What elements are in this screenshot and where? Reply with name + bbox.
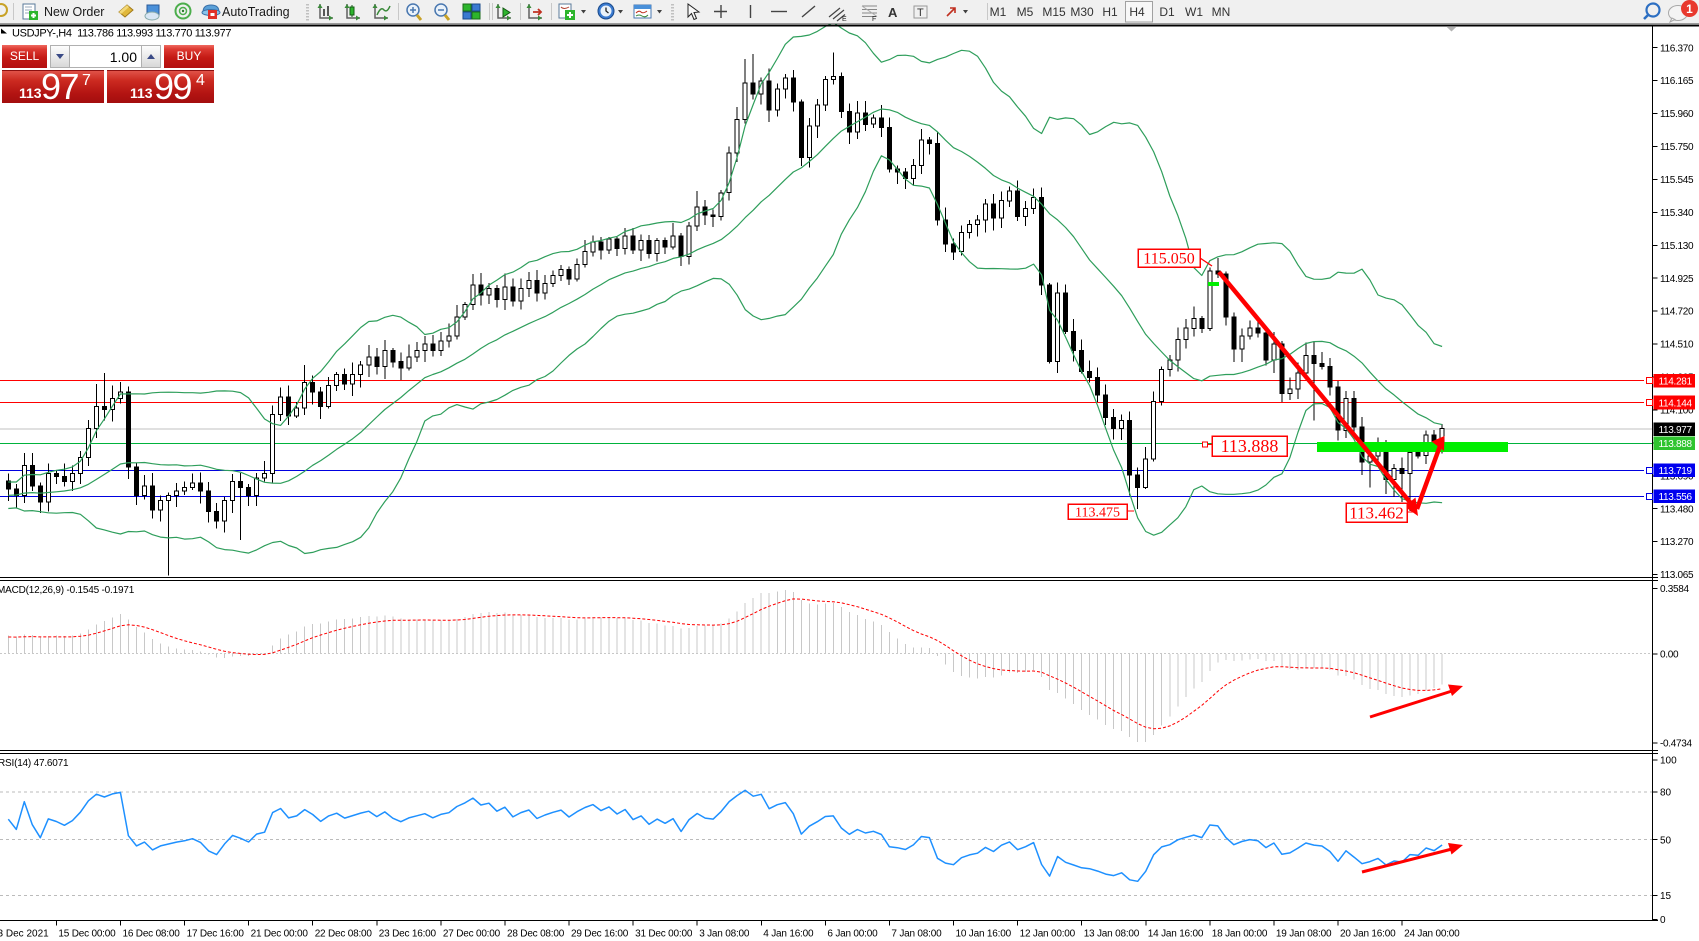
svg-text:6 Jan 00:00: 6 Jan 00:00 (827, 929, 878, 940)
svg-text:13 Jan 08:00: 13 Jan 08:00 (1084, 929, 1140, 940)
svg-text:M5: M5 (1017, 5, 1034, 19)
svg-text:113.888: 113.888 (1659, 439, 1693, 450)
svg-text:113.270: 113.270 (1660, 537, 1694, 548)
svg-text:113.462: 113.462 (1349, 503, 1404, 522)
svg-text:31 Dec 00:00: 31 Dec 00:00 (635, 929, 693, 940)
svg-text:115.750: 115.750 (1660, 142, 1694, 153)
svg-text:-0.4734: -0.4734 (1660, 739, 1693, 750)
svg-text:RSI(14) 47.6071: RSI(14) 47.6071 (0, 758, 69, 769)
svg-text:115.130: 115.130 (1660, 241, 1694, 252)
svg-text:27 Dec 00:00: 27 Dec 00:00 (443, 929, 501, 940)
svg-text:3 Jan 08:00: 3 Jan 08:00 (699, 929, 750, 940)
svg-text:22 Dec 08:00: 22 Dec 08:00 (315, 929, 373, 940)
svg-text:113.556: 113.556 (1659, 492, 1693, 503)
svg-text:113.480: 113.480 (1660, 504, 1694, 515)
svg-text:10 Jan 16:00: 10 Jan 16:00 (956, 929, 1012, 940)
svg-text:AutoTrading: AutoTrading (222, 5, 290, 19)
svg-text:114.925: 114.925 (1660, 274, 1694, 285)
svg-text:113.065: 113.065 (1660, 570, 1694, 581)
svg-text:0: 0 (1660, 915, 1666, 926)
svg-text:113.977: 113.977 (1659, 425, 1693, 436)
svg-text:H4: H4 (1129, 5, 1145, 19)
svg-text:115.050: 115.050 (1143, 250, 1194, 267)
svg-text:115.340: 115.340 (1660, 208, 1694, 219)
svg-text:D1: D1 (1159, 5, 1175, 19)
svg-text:114.720: 114.720 (1660, 307, 1694, 318)
svg-text:50: 50 (1660, 835, 1672, 846)
svg-text:USDJPY-,H4 113.786 113.993 11: USDJPY-,H4 113.786 113.993 113.770 113.9… (12, 28, 231, 40)
svg-text:18 Jan 00:00: 18 Jan 00:00 (1212, 929, 1268, 940)
svg-text:114.510: 114.510 (1660, 340, 1694, 351)
svg-text:21 Dec 00:00: 21 Dec 00:00 (251, 929, 309, 940)
svg-text:1: 1 (1686, 2, 1693, 16)
svg-text:14 Jan 16:00: 14 Jan 16:00 (1148, 929, 1204, 940)
svg-text:28 Dec 08:00: 28 Dec 08:00 (507, 929, 565, 940)
svg-text:20 Jan 16:00: 20 Jan 16:00 (1340, 929, 1396, 940)
svg-text:A: A (888, 5, 898, 20)
svg-text:114.144: 114.144 (1659, 398, 1693, 409)
svg-text:29 Dec 16:00: 29 Dec 16:00 (571, 929, 629, 940)
svg-text:19 Jan 08:00: 19 Jan 08:00 (1276, 929, 1332, 940)
svg-text:116.370: 116.370 (1660, 43, 1694, 54)
svg-text:17 Dec 16:00: 17 Dec 16:00 (187, 929, 245, 940)
svg-text:MN: MN (1212, 5, 1231, 19)
svg-text:M1: M1 (990, 5, 1007, 19)
svg-text:114.100: 114.100 (1660, 406, 1694, 417)
svg-text:M15: M15 (1042, 5, 1066, 19)
svg-text:113.719: 113.719 (1659, 466, 1693, 477)
svg-text:MACD(12,26,9) -0.1545 -0.1971: MACD(12,26,9) -0.1545 -0.1971 (0, 585, 135, 596)
svg-text:7 Jan 08:00: 7 Jan 08:00 (891, 929, 942, 940)
svg-text:H1: H1 (1102, 5, 1118, 19)
svg-text:115.545: 115.545 (1660, 175, 1694, 186)
svg-text:80: 80 (1660, 788, 1672, 799)
svg-text:0.00: 0.00 (1660, 649, 1679, 660)
svg-text:24 Jan 00:00: 24 Jan 00:00 (1404, 929, 1460, 940)
svg-text:16 Dec 08:00: 16 Dec 08:00 (123, 929, 181, 940)
svg-text:113.888: 113.888 (1221, 436, 1279, 456)
svg-text:4 Jan 16:00: 4 Jan 16:00 (763, 929, 814, 940)
svg-text:114.281: 114.281 (1659, 377, 1693, 388)
svg-text:15 Dec 00:00: 15 Dec 00:00 (58, 929, 116, 940)
svg-text:116.165: 116.165 (1660, 76, 1694, 87)
svg-text:113.475: 113.475 (1075, 505, 1120, 520)
svg-text:New Order: New Order (44, 5, 104, 19)
svg-text:0.3584: 0.3584 (1660, 584, 1690, 595)
svg-text:100: 100 (1660, 756, 1677, 767)
svg-text:T: T (917, 7, 924, 19)
svg-text:13 Dec 2021: 13 Dec 2021 (0, 929, 49, 940)
svg-text:F: F (872, 16, 876, 23)
svg-text:12 Jan 00:00: 12 Jan 00:00 (1020, 929, 1076, 940)
svg-text:15: 15 (1660, 891, 1672, 902)
svg-text:M30: M30 (1070, 5, 1094, 19)
svg-text:23 Dec 16:00: 23 Dec 16:00 (379, 929, 437, 940)
svg-text:W1: W1 (1185, 5, 1203, 19)
svg-text:E: E (842, 16, 847, 23)
svg-text:115.960: 115.960 (1660, 109, 1694, 120)
